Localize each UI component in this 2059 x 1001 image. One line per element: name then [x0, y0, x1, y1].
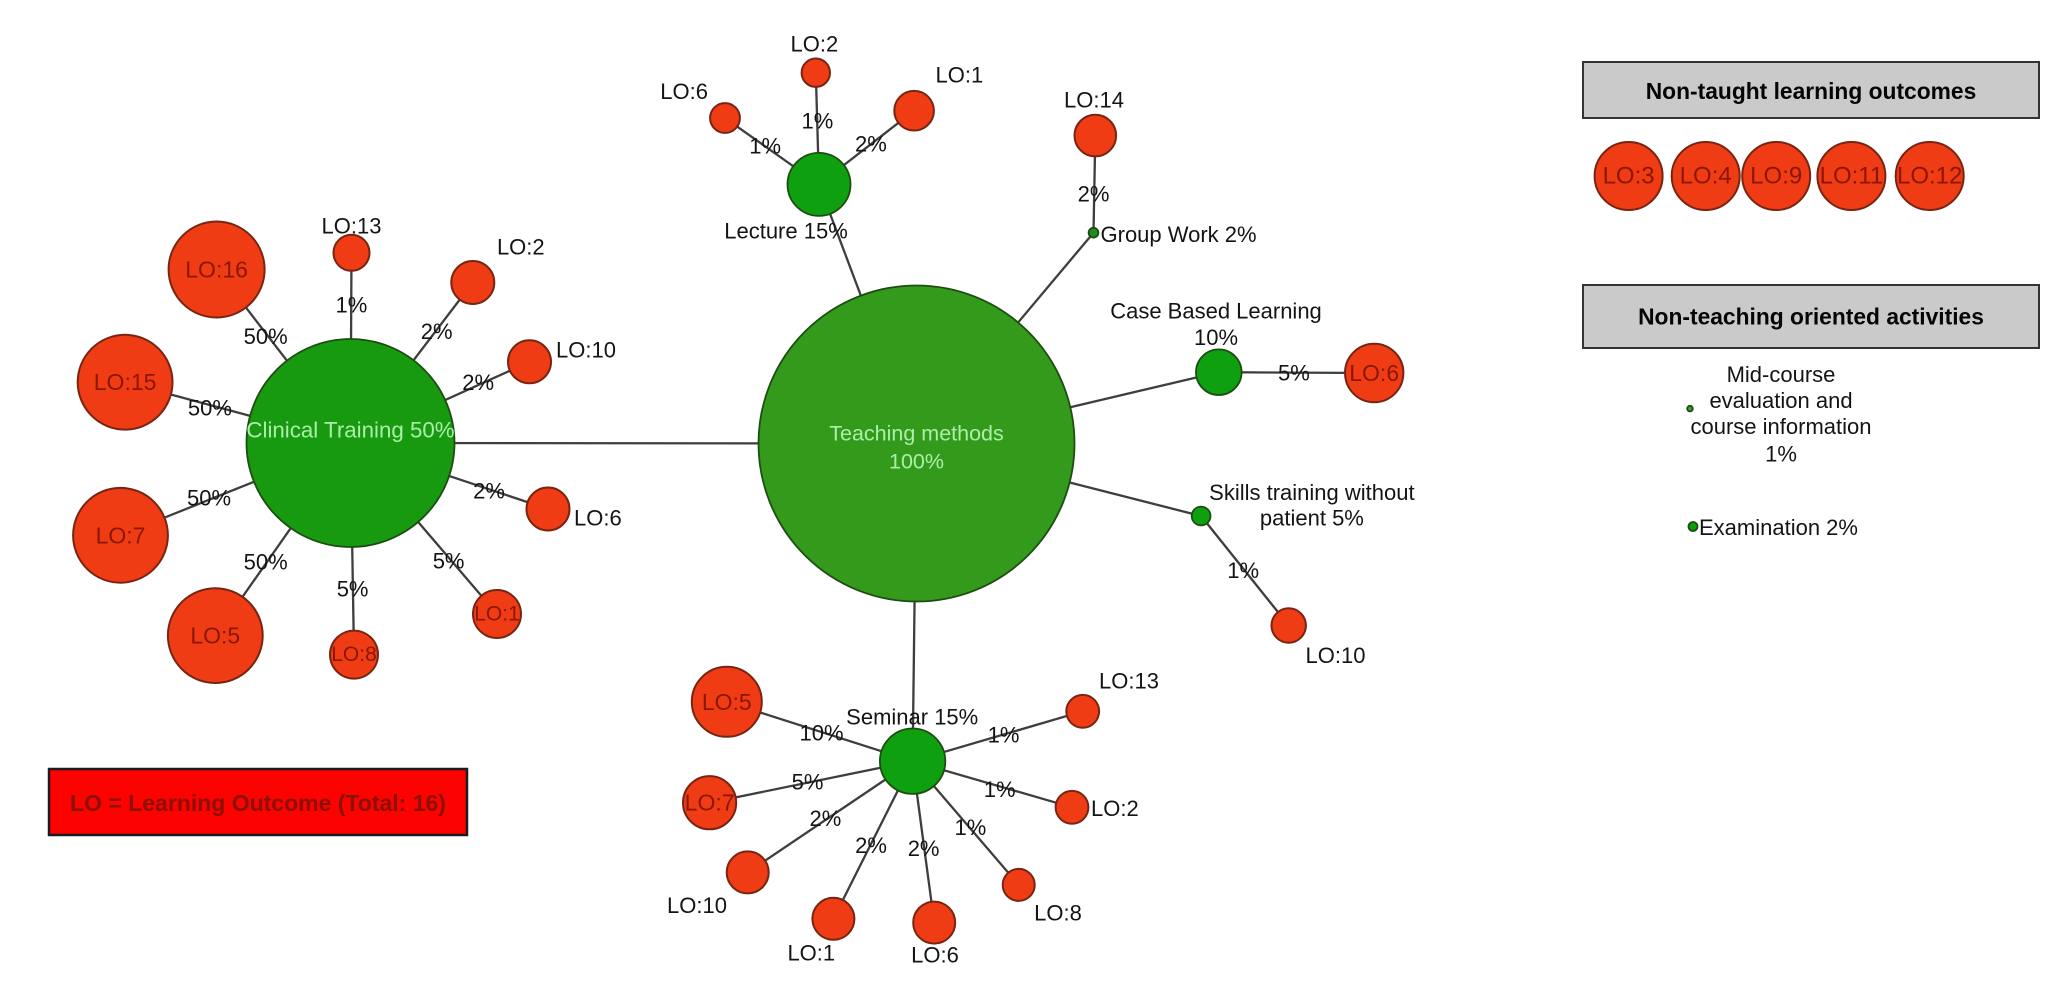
svg-text:Non-taught learning outcomes: Non-taught learning outcomes: [1646, 78, 1977, 104]
svg-text:Mid-course: Mid-course: [1727, 362, 1836, 387]
svg-text:1%: 1%: [749, 134, 781, 159]
svg-text:Skills training without: Skills training without: [1209, 480, 1414, 505]
svg-text:50%: 50%: [188, 396, 232, 421]
svg-text:5%: 5%: [792, 769, 824, 794]
svg-text:evaluation and: evaluation and: [1709, 388, 1852, 413]
svg-text:LO:1: LO:1: [474, 603, 520, 626]
svg-text:LO:12: LO:12: [1897, 163, 1962, 190]
svg-text:LO:13: LO:13: [1099, 669, 1159, 694]
svg-text:Teaching methods: Teaching methods: [829, 422, 1004, 446]
svg-text:LO:11: LO:11: [1820, 163, 1884, 190]
svg-text:1%: 1%: [1765, 441, 1797, 466]
svg-text:patient 5%: patient 5%: [1260, 505, 1364, 530]
svg-text:LO:8: LO:8: [331, 643, 377, 666]
svg-text:1%: 1%: [802, 109, 834, 134]
svg-text:Seminar 15%: Seminar 15%: [846, 705, 978, 730]
svg-text:Case Based Learning: Case Based Learning: [1110, 298, 1322, 323]
svg-text:2%: 2%: [810, 806, 842, 831]
svg-text:LO:6: LO:6: [660, 79, 708, 104]
svg-text:course information: course information: [1691, 414, 1872, 439]
svg-text:5%: 5%: [433, 548, 465, 573]
svg-text:2%: 2%: [855, 833, 887, 858]
svg-text:LO:7: LO:7: [685, 790, 735, 816]
svg-text:1%: 1%: [336, 293, 368, 318]
svg-text:2%: 2%: [462, 370, 494, 395]
svg-text:LO:2: LO:2: [791, 31, 839, 56]
svg-text:Clinical Training 50%: Clinical Training 50%: [246, 418, 454, 443]
svg-text:LO:5: LO:5: [190, 623, 240, 649]
svg-text:LO:5: LO:5: [702, 689, 752, 715]
svg-text:50%: 50%: [187, 486, 231, 511]
svg-text:2%: 2%: [908, 836, 940, 861]
svg-text:LO:16: LO:16: [185, 257, 248, 283]
svg-text:5%: 5%: [337, 576, 369, 601]
svg-text:2%: 2%: [1078, 181, 1110, 206]
svg-text:10%: 10%: [799, 721, 843, 746]
svg-text:2%: 2%: [421, 319, 453, 344]
svg-text:LO:1: LO:1: [936, 63, 984, 88]
svg-text:1%: 1%: [988, 723, 1020, 748]
svg-text:LO:2: LO:2: [497, 234, 545, 259]
svg-text:50%: 50%: [244, 550, 288, 575]
svg-text:LO:9: LO:9: [1750, 163, 1802, 190]
svg-text:LO:10: LO:10: [667, 893, 727, 918]
svg-text:LO:1: LO:1: [787, 941, 835, 966]
svg-text:LO:6: LO:6: [1349, 360, 1399, 386]
svg-text:LO:2: LO:2: [1091, 796, 1139, 821]
svg-text:Lecture 15%: Lecture 15%: [724, 219, 848, 244]
svg-text:1%: 1%: [984, 777, 1016, 802]
svg-text:10%: 10%: [1194, 325, 1238, 350]
svg-text:LO:10: LO:10: [556, 338, 616, 363]
svg-text:LO:13: LO:13: [322, 213, 382, 238]
svg-text:1%: 1%: [955, 815, 987, 840]
svg-text:2%: 2%: [855, 132, 887, 157]
svg-text:LO:10: LO:10: [1306, 643, 1366, 668]
svg-text:LO:6: LO:6: [574, 506, 622, 531]
svg-text:5%: 5%: [1278, 361, 1310, 386]
svg-text:LO:14: LO:14: [1064, 88, 1124, 113]
svg-text:LO:7: LO:7: [96, 522, 146, 548]
svg-text:LO:8: LO:8: [1034, 901, 1082, 926]
svg-text:LO = Learning Outcome (Total:: LO = Learning Outcome (Total: 16): [70, 790, 446, 816]
svg-text:LO:6: LO:6: [911, 943, 959, 968]
svg-text:Examination 2%: Examination 2%: [1699, 515, 1858, 540]
svg-text:50%: 50%: [244, 324, 288, 349]
svg-text:LO:4: LO:4: [1680, 163, 1732, 190]
svg-text:100%: 100%: [889, 450, 944, 474]
svg-text:Non-teaching oriented activiti: Non-teaching oriented activities: [1638, 304, 1984, 330]
svg-text:2%: 2%: [473, 479, 505, 504]
svg-text:LO:3: LO:3: [1603, 163, 1655, 190]
svg-text:LO:15: LO:15: [94, 369, 157, 395]
svg-text:Group Work 2%: Group Work 2%: [1101, 222, 1257, 247]
svg-text:1%: 1%: [1227, 558, 1259, 583]
